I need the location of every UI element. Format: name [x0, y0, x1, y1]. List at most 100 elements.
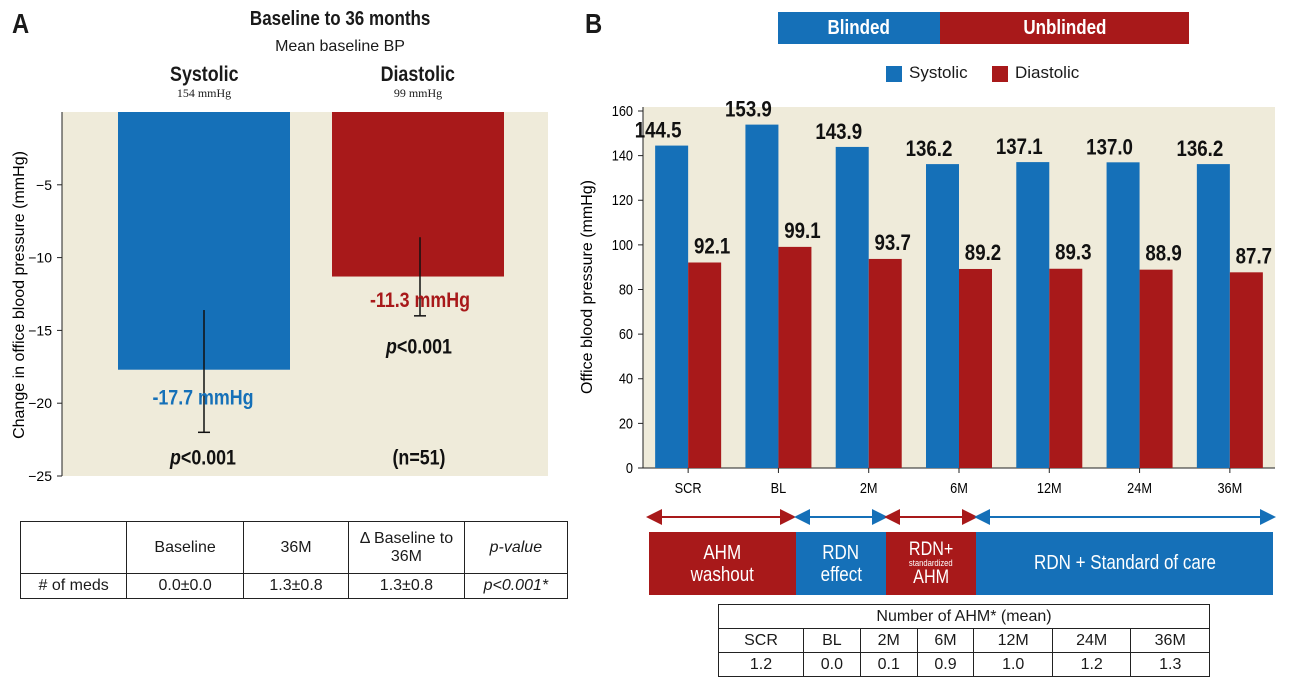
meds-row-label: # of meds [19, 573, 128, 599]
panel-a-chart: Change in office blood pressure (mmHg) −… [11, 112, 548, 484]
y-tick-label-b: 80 [619, 280, 633, 297]
bar-systolic-bl [745, 124, 779, 468]
diastolic-p-value: p<0.001 [385, 335, 452, 359]
y-tick-label-b: 0 [626, 459, 633, 476]
bar-label-systolic: 136.2 [906, 138, 953, 162]
ahm-header-24m: 24M [1051, 628, 1132, 653]
y-tick-label: −15 [28, 322, 52, 338]
bar-diastolic-scr [688, 262, 722, 468]
meds-header-empty [19, 521, 128, 574]
diastolic-baseline: 99 mmHg [393, 86, 443, 100]
y-tick-label-b: 140 [612, 147, 633, 164]
bar-label-diastolic: 89.3 [1055, 241, 1091, 265]
bar-diastolic-bl [778, 246, 812, 468]
bar-diastolic [332, 112, 504, 277]
systolic-name: Systolic [169, 63, 239, 86]
y-tick-label: −25 [28, 468, 52, 484]
panel-a-letter: A [12, 8, 30, 39]
bar-diastolic-6m [959, 268, 992, 468]
unblinded-banner: Unblinded [940, 12, 1189, 44]
x-tick-label-b: 2M [860, 479, 878, 495]
meds-header-36m: 36M [242, 521, 350, 574]
systolic-value-label: -17.7 mmHg [152, 386, 253, 410]
y-tick-label-b: 100 [612, 236, 633, 253]
phase-standardized-ahm: RDN+ standardized AHM [886, 532, 976, 595]
meds-header-baseline: Baseline [126, 521, 244, 574]
y-tick-label: −10 [28, 250, 52, 266]
systolic-baseline: 154 mmHg [176, 86, 232, 100]
diastolic-name: Diastolic [380, 63, 456, 86]
ahm-header-scr: SCR [718, 628, 804, 653]
y-tick-label-b: 40 [619, 370, 633, 387]
systolic-header: Systolic 154 mmHg [118, 64, 290, 101]
bar-label-systolic: 137.1 [996, 136, 1043, 160]
meds-value-36m: 1.3±0.8 [242, 573, 350, 599]
phase-arrows [646, 509, 1276, 525]
panel-a-title: Baseline to 36 months [249, 8, 431, 30]
legend-diastolic-swatch [992, 66, 1008, 82]
ahm-value-36m: 1.3 [1130, 652, 1210, 677]
bar-systolic-24m [1106, 162, 1140, 468]
blinded-banner: Blinded [778, 12, 940, 44]
bar-label-diastolic: 88.9 [1145, 242, 1181, 266]
y-tick-label-b: 20 [619, 414, 633, 431]
phase-ahm-washout: AHM washout [649, 532, 796, 595]
bar-label-diastolic: 99.1 [784, 220, 820, 244]
ahm-header-12m: 12M [973, 628, 1053, 653]
legend-diastolic-label: Diastolic [1015, 63, 1080, 82]
bar-label-diastolic: 92.1 [694, 235, 730, 259]
x-tick-label-b: 24M [1127, 479, 1152, 495]
ahm-value-24m: 1.2 [1051, 652, 1132, 677]
bar-diastolic-24m [1139, 269, 1173, 468]
ahm-table: Number of AHM* (mean) SCR BL 2M 6M 12M 2… [718, 604, 1210, 677]
bar-label-systolic: 136.2 [1176, 138, 1223, 162]
ahm-value-12m: 1.0 [973, 652, 1053, 677]
meds-header-delta: Δ Baseline to 36M [348, 521, 465, 574]
x-tick-label-b: BL [771, 479, 787, 495]
bar-systolic-6m [926, 164, 959, 468]
y-tick-label-b: 120 [612, 191, 633, 208]
x-tick-label-b: 6M [950, 479, 968, 495]
meds-value-baseline: 0.0±0.0 [126, 573, 244, 599]
ahm-table-title: Number of AHM* (mean) [718, 604, 1210, 629]
bar-diastolic-2m [868, 258, 902, 468]
meds-value-pvalue: p<0.001* [463, 573, 569, 599]
bar-label-diastolic: 93.7 [875, 232, 911, 256]
bar-label-systolic: 153.9 [725, 98, 772, 122]
legend-systolic-swatch [886, 66, 902, 82]
y-tick-label: −5 [36, 177, 52, 193]
diastolic-header: Diastolic 99 mmHg [332, 64, 504, 101]
x-tick-label-b: 36M [1217, 479, 1242, 495]
ahm-header-bl: BL [803, 628, 861, 653]
panel-b-letter: B [585, 8, 603, 39]
bar-systolic-36m [1196, 164, 1230, 468]
ahm-header-2m: 2M [859, 628, 918, 653]
meds-table: Baseline 36M Δ Baseline to 36M p-value #… [19, 521, 569, 599]
bar-label-diastolic: 89.2 [965, 242, 1001, 266]
ahm-value-bl: 0.0 [803, 652, 861, 677]
systolic-p-value: p<0.001 [169, 446, 236, 470]
panel-a-subtitle: Mean baseline BP [275, 38, 405, 55]
bar-label-systolic: 144.5 [635, 119, 682, 143]
bar-label-diastolic: 87.7 [1236, 245, 1272, 269]
panel-b-chart: Office blood pressure (mmHg) 0 20 40 60 80 10… [579, 98, 1275, 495]
bar-diastolic-12m [1049, 268, 1083, 468]
bar-label-systolic: 143.9 [815, 121, 862, 145]
bar-label-systolic: 137.0 [1086, 136, 1133, 160]
diastolic-value-label: -11.3 mmHg [370, 289, 470, 313]
bar-systolic-scr [655, 145, 689, 468]
bar-systolic-12m [1016, 162, 1050, 468]
ahm-value-scr: 1.2 [718, 652, 804, 677]
phase-standard-of-care: RDN + Standard of care [976, 532, 1273, 595]
meds-header-pvalue: p-value [463, 521, 569, 574]
x-tick-label-b: SCR [675, 479, 702, 495]
ahm-header-6m: 6M [916, 628, 975, 653]
bar-systolic-2m [835, 146, 869, 468]
meds-value-delta: 1.3±0.8 [348, 573, 465, 599]
ahm-value-6m: 0.9 [916, 652, 975, 677]
legend-systolic-label: Systolic [909, 63, 968, 82]
y-tick-label: −20 [28, 395, 52, 411]
x-tick-label-b: 12M [1037, 479, 1062, 495]
y-axis-label-b: Office blood pressure (mmHg) [579, 180, 596, 394]
ahm-header-36m: 36M [1130, 628, 1210, 653]
